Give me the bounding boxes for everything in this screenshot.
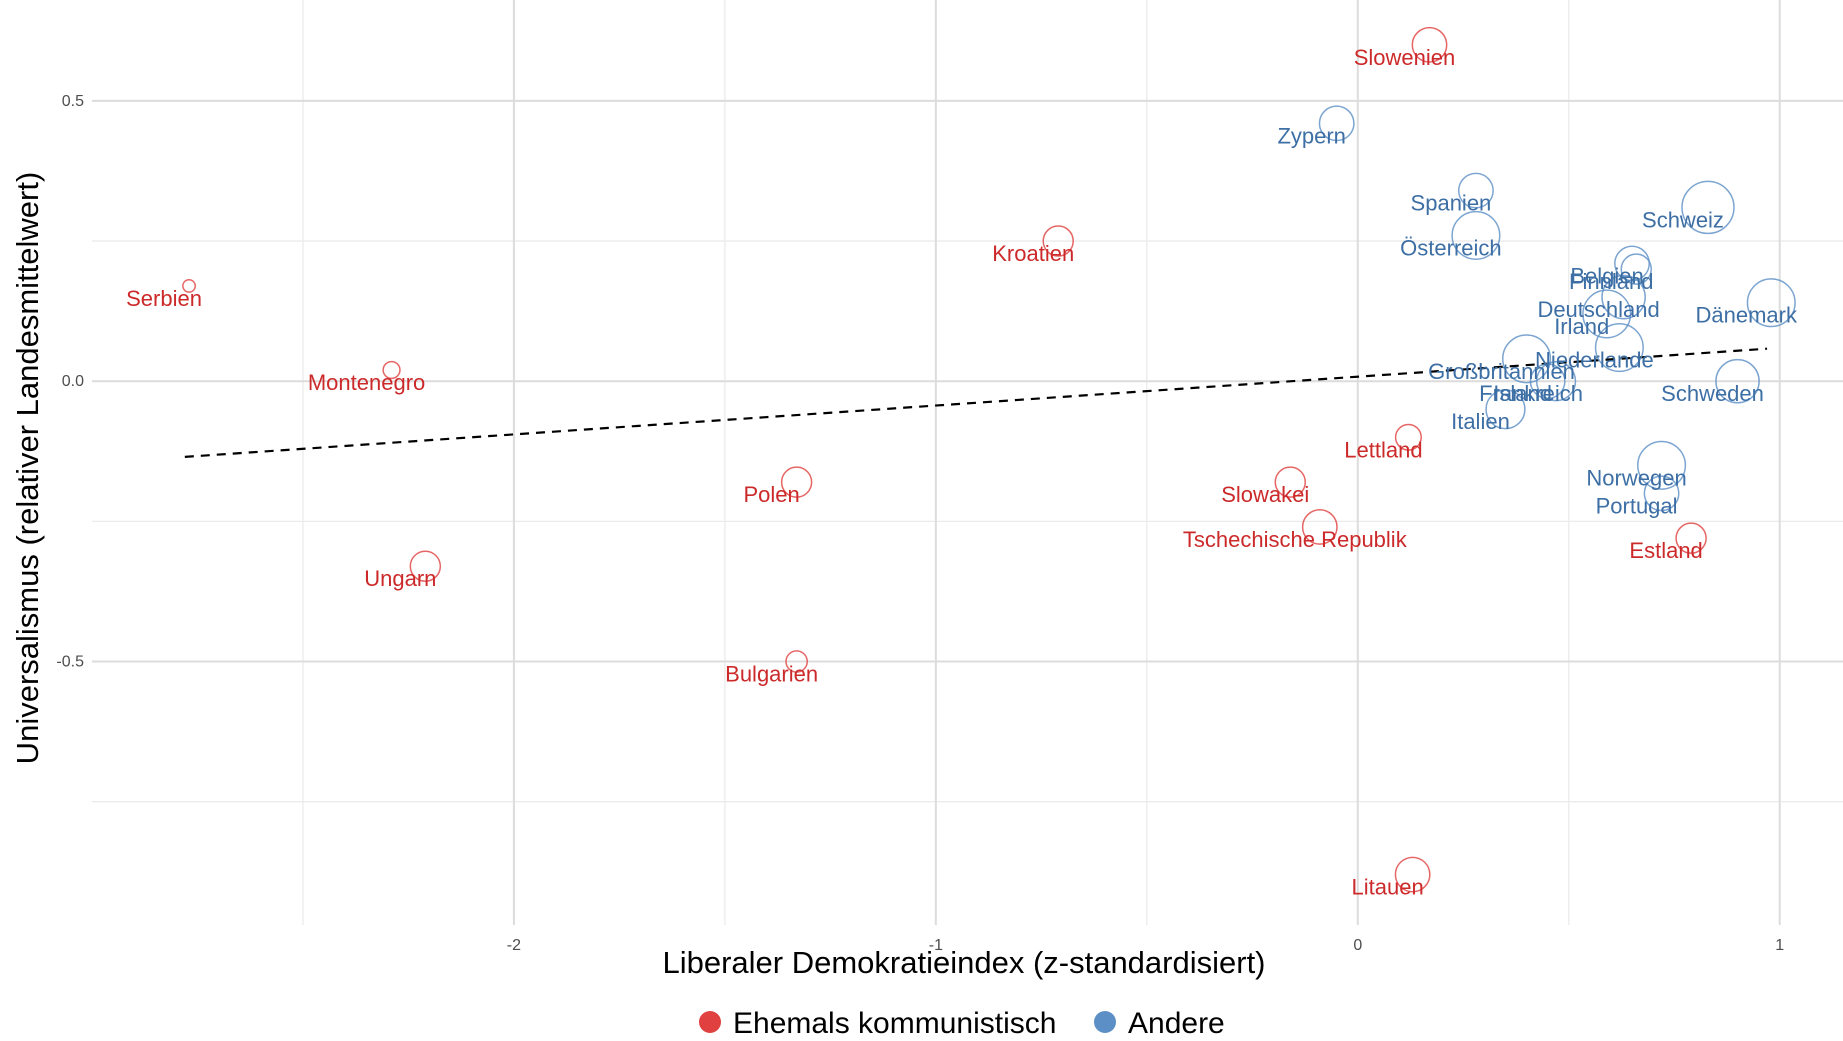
point-label-frankreich: Frankreich [1479,381,1583,406]
point-label-irland: Irland [1554,314,1609,339]
point-portugal [1643,475,1680,512]
point-label-finnland: Finnland [1569,269,1653,294]
points-layer [182,26,1796,893]
point-label-schweiz: Schweiz [1642,207,1724,232]
point-label-deutschland: Deutschland [1537,297,1659,322]
point-niederlande [1594,323,1644,373]
point-spanien [1457,172,1494,209]
point-grossbritannien [1502,334,1552,384]
point-label-schweden: Schweden [1661,381,1764,406]
legend-swatch-andere [1094,1011,1116,1033]
point-ungarn [409,550,442,582]
point-bulgarien [785,650,808,673]
point-label-portugal: Portugal [1596,493,1678,518]
point-label-montenegro: Montenegro [308,370,425,395]
point-deutschland [1601,274,1646,320]
point-frankreich [1535,361,1577,402]
point-polen [780,466,813,498]
point-label-litauen: Litauen [1352,875,1424,900]
y-tick-label: 0.0 [62,373,84,390]
legend-label-andere: Andere [1128,1007,1225,1040]
labels-layer: Slowenien Zypern Spanien Schweiz Österreich K… [126,45,1798,900]
point-zypern [1318,105,1355,142]
point-schweiz [1681,180,1735,235]
x-tick-label: -2 [507,937,521,954]
point-label-island: Island [1493,381,1552,406]
point-label-estland: Estland [1629,538,1702,563]
point-schweden [1715,358,1760,404]
point-label-belgien: Belgien [1570,263,1643,288]
x-tick-label: 1 [1775,937,1784,954]
point-label-bulgarien: Bulgarien [725,662,818,687]
point-norwegen [1637,440,1687,490]
point-belgien [1614,245,1650,282]
point-label-ungarn: Ungarn [364,566,436,591]
point-label-osterreich: Österreich [1400,235,1501,260]
point-label-grossbritannien: Großbritannien [1428,359,1575,384]
point-osterreich [1451,210,1501,261]
y-tick-label: -0.5 [56,654,84,671]
point-label-italien: Italien [1451,409,1510,434]
point-kroatien [1042,225,1074,257]
ticks-layer: -2 -1 0 1 -0.5 0.0 0.5 [56,93,1784,954]
point-lettland [1394,423,1422,451]
legend-label-ehemals-kommunistisch: Ehemals kommunistisch [733,1007,1056,1040]
point-label-kroatien: Kroatien [992,241,1074,266]
point-label-serbien: Serbien [126,286,202,311]
y-tick-label: 0.5 [62,93,84,110]
legend-swatch-ehemals-kommunistisch [699,1011,721,1033]
point-irland [1582,289,1632,339]
point-label-zypern: Zypern [1277,123,1345,148]
grid-layer [92,0,1843,925]
x-tick-label: 0 [1353,937,1362,954]
point-label-tschechische-republik: Tschechische Republik [1183,527,1408,552]
point-slowenien [1411,26,1448,63]
point-estland [1675,522,1707,554]
x-axis-title: Liberaler Demokratieindex (z-standardisi… [662,945,1265,980]
point-serbien [182,278,196,293]
point-label-polen: Polen [743,482,799,507]
point-label-danemark: Dänemark [1696,303,1798,328]
point-label-slowenien: Slowenien [1354,45,1456,70]
point-litauen [1394,856,1431,893]
point-italien [1485,389,1526,430]
point-label-lettland: Lettland [1344,437,1422,462]
point-label-slowakei: Slowakei [1221,482,1309,507]
point-slowakei [1274,466,1307,498]
x-tick-label: -1 [929,937,943,954]
point-danemark [1746,278,1796,328]
trend-line [184,347,1768,458]
point-montenegro [382,360,401,380]
point-label-spanien: Spanien [1411,191,1492,216]
point-finnland [1620,253,1653,285]
point-tschechische-republik [1301,509,1338,545]
legend: Ehemals kommunistisch Andere [699,1007,1225,1040]
y-axis-title: Universalismus (relativer Landesmittelwe… [10,172,45,765]
point-label-norwegen: Norwegen [1586,465,1686,490]
point-label-niederlande: Niederlande [1535,348,1654,373]
